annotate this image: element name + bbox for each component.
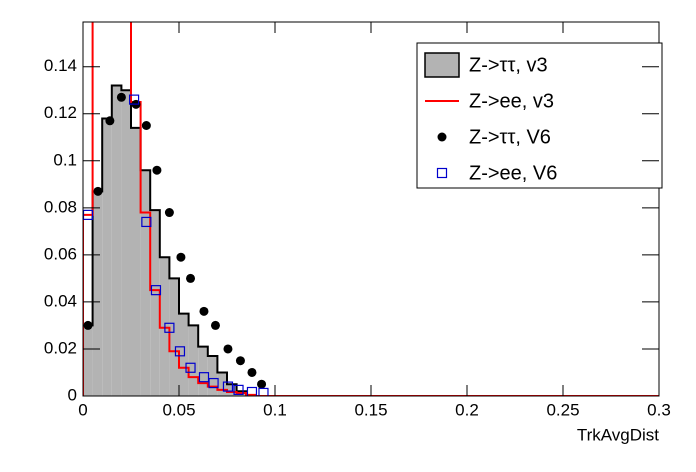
y-tick-label: 0 [68,385,77,404]
x-tick-label: 0.2 [455,400,479,419]
histogram-bar [111,85,122,396]
data-point [223,344,233,354]
data-point [257,379,267,389]
histogram-outline [83,84,659,396]
x-tick-label: 0.15 [354,400,387,419]
x-tick-label: 0.25 [546,400,579,419]
histogram-bar [217,372,227,396]
legend: Z->ττ, v3 Z->ee, v3 Z->ττ, V6 Z->ee, V6 [416,42,663,189]
histogram-line [83,22,659,396]
data-point [93,186,103,196]
data-point [185,362,196,373]
data-point [150,285,162,296]
histogram-bar [140,170,151,396]
x-tick-label: 0.05 [162,400,195,419]
data-point [246,386,258,396]
legend-label: Z->ee, v3 [469,90,554,112]
histogram-bar [83,325,93,396]
data-point [141,120,151,130]
histogram-bar [227,384,237,396]
legend-swatch [424,52,460,78]
data-point [164,322,175,333]
data-point [198,372,210,383]
data-point [235,356,245,366]
histogram-bar [102,118,112,396]
y-tick-label: 0.12 [44,103,77,122]
data-point [210,320,220,330]
data-point [247,367,257,377]
y-tick-label: 0.06 [44,244,77,263]
histogram-bar [188,325,199,396]
legend-label: Z->ee, V6 [469,162,557,184]
plot-area [83,22,659,396]
histogram-bar [92,191,103,396]
x-tick-label: 0.1 [263,400,287,419]
data-point [186,273,196,283]
histogram-bar [150,210,160,396]
legend-swatch [437,132,447,142]
y-tick-label: 0.04 [44,291,77,310]
y-tick-label: 0.08 [44,197,77,216]
histogram-bar [131,127,141,396]
data-point [222,381,234,392]
data-point [128,94,140,105]
histogram-bar [207,356,218,396]
data-point [208,377,219,389]
data-point [176,252,186,262]
data-point [116,92,126,102]
data-point [258,387,269,396]
x-tick-label: 0.3 [647,400,671,419]
data-point [199,306,209,316]
data-point [152,165,162,175]
legend-swatch [436,167,448,179]
data-point [105,116,115,126]
histogram-bar [169,278,179,396]
histogram-bar [179,313,189,396]
x-axis-label: TrkAvgDist [577,425,659,444]
y-tick-label: 0.02 [44,338,77,357]
data-point [164,208,174,218]
legend-label: Z->ττ, V6 [469,126,551,148]
data-point [83,320,93,330]
data-point [233,384,244,395]
x-tick-label: 0 [78,400,87,419]
histogram-bar [198,346,208,396]
y-tick-label: 0.1 [53,150,77,169]
data-point [141,216,152,228]
legend-label: Z->ττ, v3 [469,54,548,76]
y-tick-label: 0.14 [44,56,77,75]
data-point [174,346,186,357]
histogram-bar [121,90,131,396]
